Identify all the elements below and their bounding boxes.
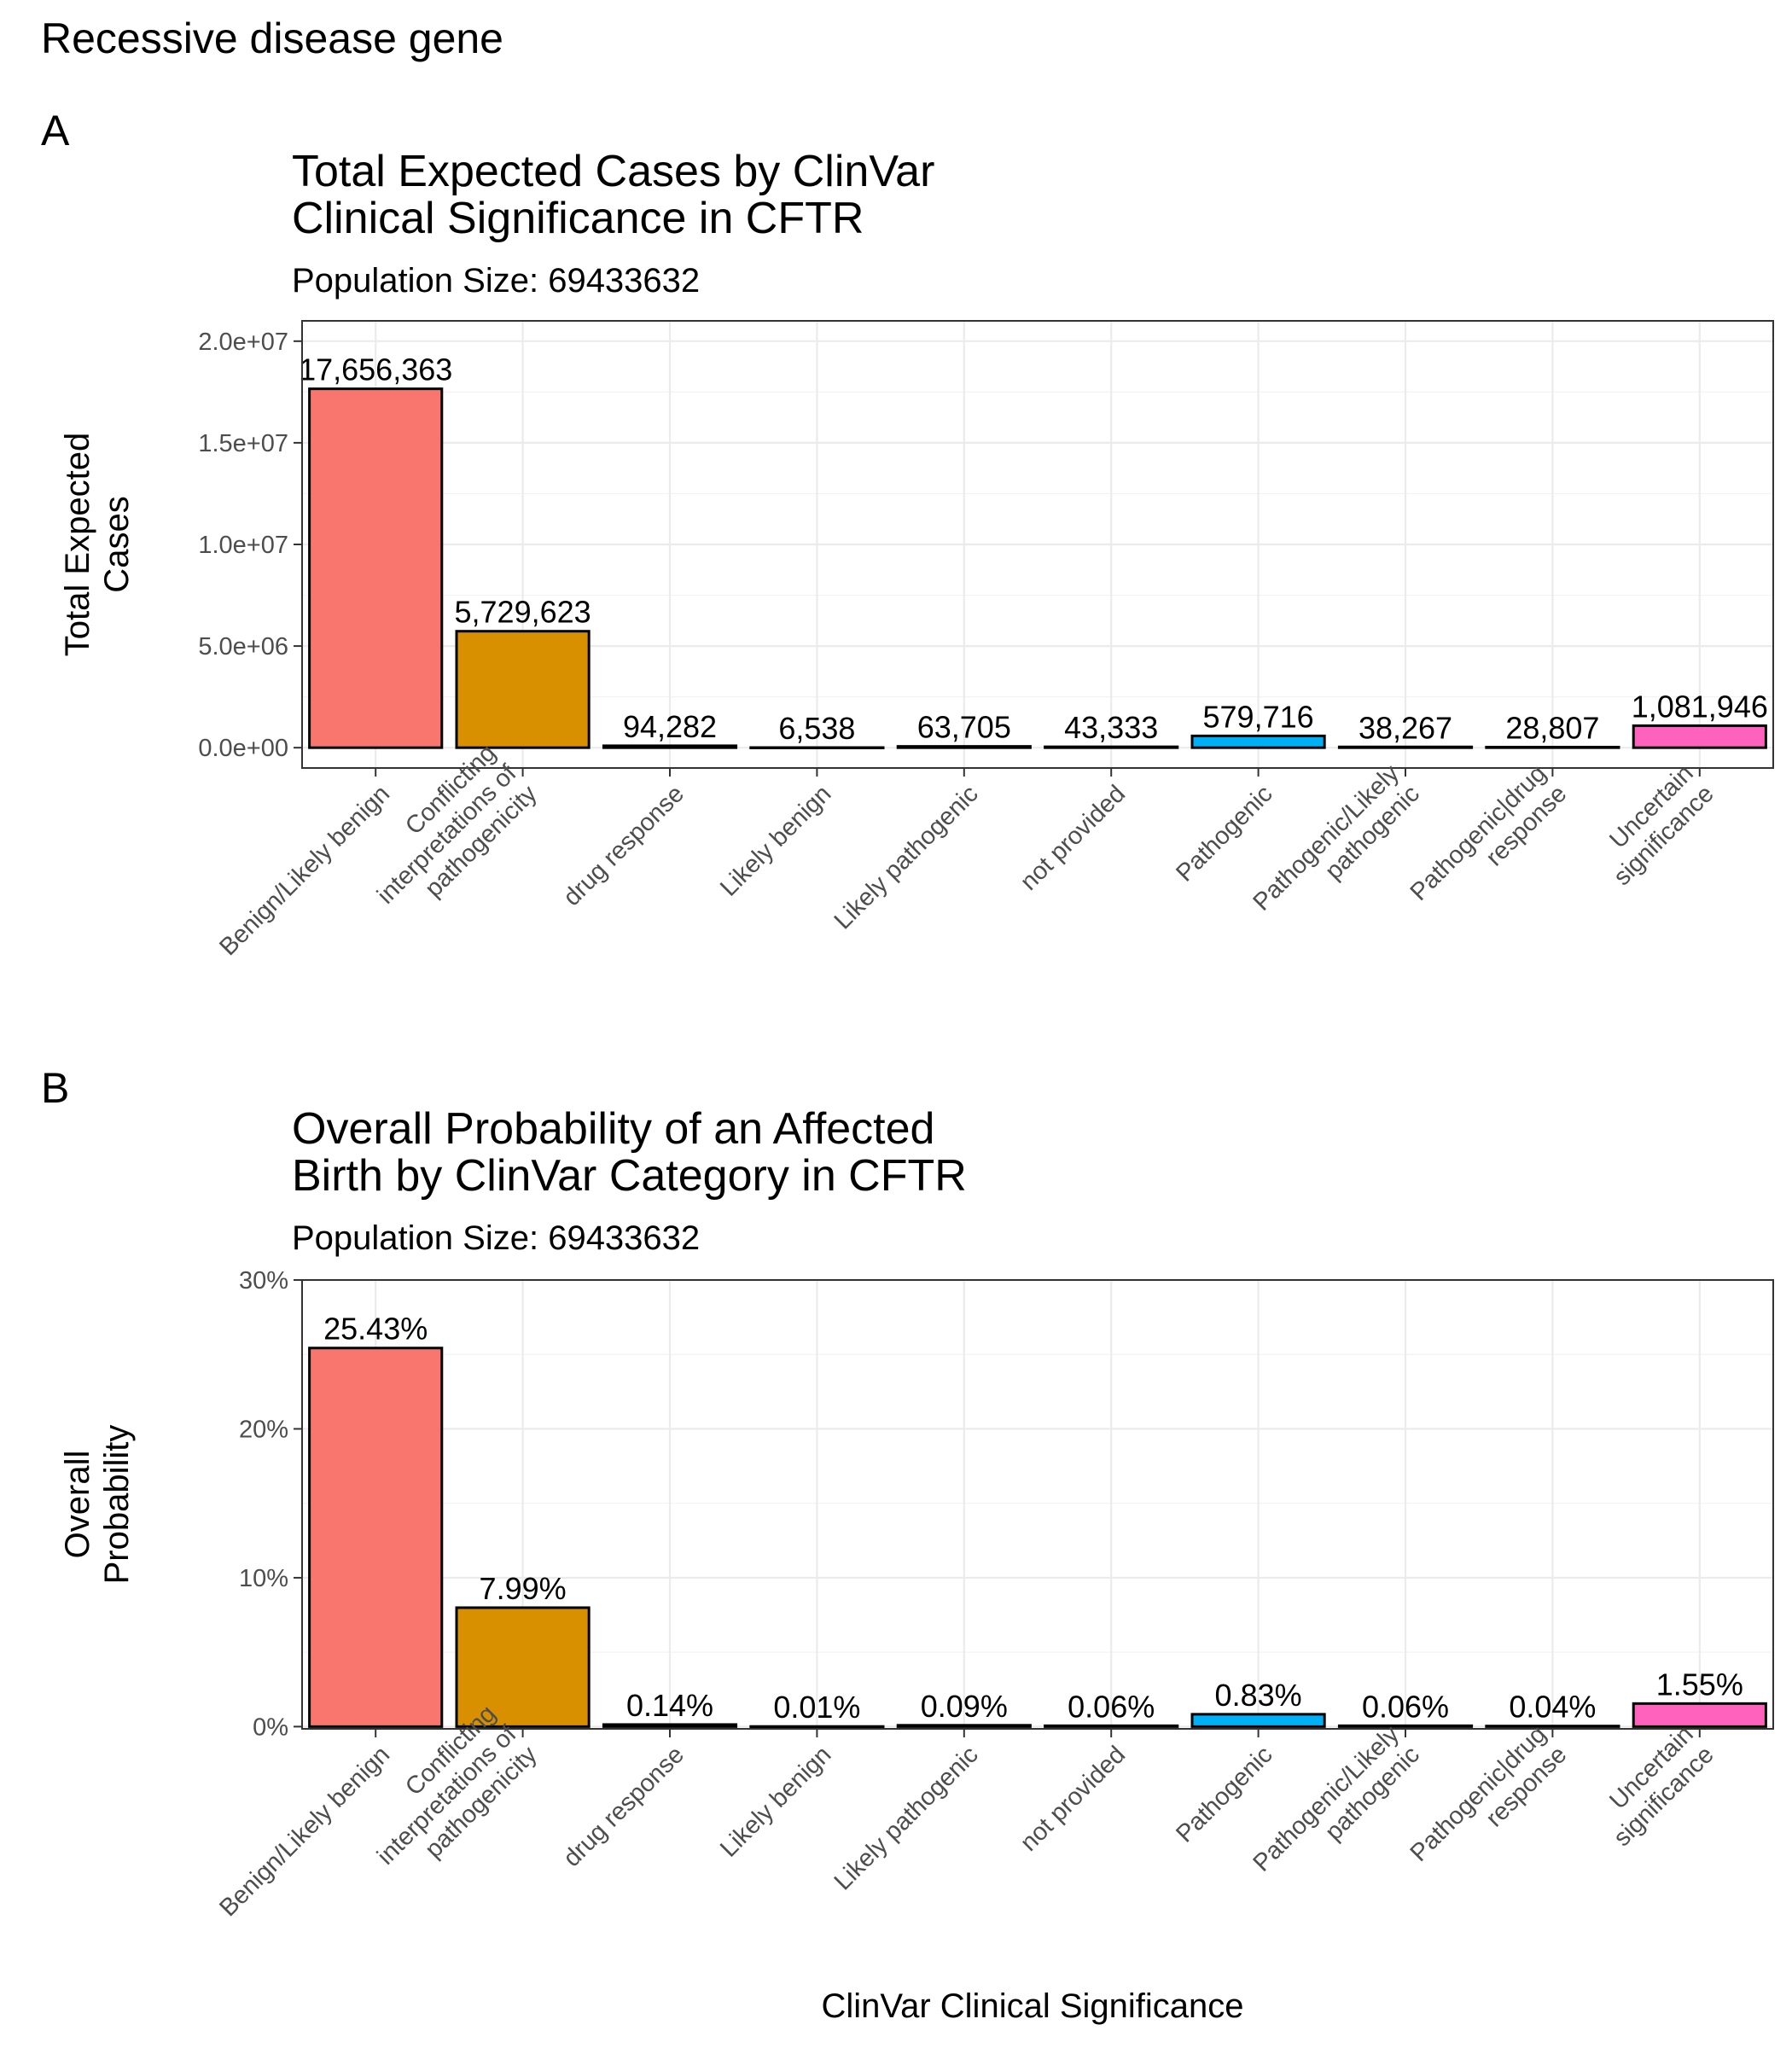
bar <box>1044 1724 1179 1728</box>
x-tick-label-line: Pathogenic <box>1171 780 1277 887</box>
x-tick-label: not provided <box>1015 1741 1131 1856</box>
y-tick-label: 1.0e+07 <box>198 532 288 559</box>
x-tick-label: Likely benign <box>715 1741 836 1862</box>
x-tick-label: Pathogenic/Likelypathogenic <box>1248 759 1426 937</box>
data-label: 579,716 <box>1203 699 1314 734</box>
bar <box>1337 745 1474 749</box>
x-tick-label-line: drug response <box>558 780 689 911</box>
data-label: 94,282 <box>623 709 717 744</box>
y-tick-label: 1.5e+07 <box>198 430 288 457</box>
x-tick-label-line: Likely benign <box>715 1741 836 1862</box>
y-tick-label: 2.0e+07 <box>198 329 288 356</box>
x-tick-label-line: Likely pathogenic <box>829 1741 984 1895</box>
bar <box>1337 1724 1474 1728</box>
x-tick-label: Pathogenic|drugresponse <box>1405 1720 1573 1888</box>
y-axis-label: OverallProbability <box>59 1425 136 1585</box>
x-tick-label: Benign/Likely benign <box>214 1741 395 1922</box>
data-label: 0.06% <box>1362 1689 1449 1724</box>
x-tick-label-line: Pathogenic <box>1171 1741 1277 1847</box>
data-label: 38,267 <box>1359 710 1452 745</box>
x-tick-label-line: Likely pathogenic <box>829 780 984 934</box>
x-tick-label-line: not provided <box>1015 1741 1131 1856</box>
data-label: 0.06% <box>1068 1689 1155 1724</box>
data-label: 5,729,623 <box>455 595 591 630</box>
panel-tag: B <box>41 1064 69 1112</box>
bar <box>602 1723 738 1728</box>
panel-b: B Overall Probability of an AffectedBirth… <box>41 1064 1774 1922</box>
data-label: 0.83% <box>1215 1678 1302 1713</box>
x-tick-label: Pathogenic <box>1171 1741 1277 1847</box>
y-tick-label: 0.0e+00 <box>198 735 288 762</box>
bar <box>1190 734 1326 749</box>
x-tick-label-line: drug response <box>558 1741 689 1872</box>
figure-title: Recessive disease gene <box>41 15 503 62</box>
chart-subtitle: Population Size: 69433632 <box>292 1219 700 1257</box>
y-tick-label: 20% <box>239 1416 288 1443</box>
bar <box>1632 1702 1767 1728</box>
data-label: 17,656,363 <box>299 352 452 387</box>
x-tick-label: Benign/Likely benign <box>214 780 395 961</box>
bar <box>1190 1713 1326 1728</box>
panel-tag: A <box>41 107 70 154</box>
bar <box>896 745 1032 749</box>
bar <box>1044 745 1179 749</box>
y-axis-label-line: Overall <box>59 1451 96 1559</box>
data-label: 43,333 <box>1064 710 1158 745</box>
bar <box>896 1724 1032 1728</box>
x-tick-label-line: not provided <box>1015 780 1131 895</box>
y-tick-label: 5.0e+06 <box>198 633 288 660</box>
bar <box>602 744 738 749</box>
y-tick-label: 30% <box>239 1267 288 1295</box>
x-tick-label: drug response <box>558 1741 689 1872</box>
data-label: 0.04% <box>1509 1690 1596 1725</box>
x-tick-label: Uncertainsignificance <box>1588 1720 1719 1852</box>
chart-subtitle: Population Size: 69433632 <box>292 262 700 300</box>
x-tick-label: Pathogenic/Likelypathogenic <box>1248 1720 1426 1898</box>
data-label: 1,081,946 <box>1632 689 1768 724</box>
y-tick-label: 0% <box>253 1713 288 1741</box>
data-label: 25.43% <box>323 1312 428 1347</box>
bar <box>1632 724 1767 749</box>
chart-title-line: Clinical Significance in CFTR <box>292 194 864 243</box>
bar <box>749 1725 885 1729</box>
x-tick-label: Likely benign <box>715 780 836 901</box>
x-tick-label: Pathogenic <box>1171 780 1277 887</box>
data-label: 7.99% <box>480 1571 567 1606</box>
x-tick-label: not provided <box>1015 780 1131 895</box>
data-label: 28,807 <box>1505 710 1599 745</box>
x-axis-label: ClinVar Clinical Significance <box>821 1987 1243 2025</box>
data-label: 63,705 <box>917 710 1011 745</box>
bar <box>455 1606 591 1728</box>
y-axis-label-line: Cases <box>98 496 136 592</box>
x-tick-label: Likely pathogenic <box>829 1741 984 1895</box>
y-axis-label-line: Probability <box>98 1425 136 1585</box>
panel-a: A Total Expected Cases by ClinVarClinical… <box>41 107 1774 961</box>
chart-title-line: Overall Probability of an Affected <box>292 1104 934 1154</box>
chart-title-line: Total Expected Cases by ClinVar <box>292 147 934 196</box>
x-tick-label: Likely pathogenic <box>829 780 984 934</box>
x-tick-label: Uncertainsignificance <box>1588 759 1719 891</box>
bar <box>1485 1725 1620 1728</box>
bar <box>308 1347 444 1728</box>
x-tick-label-line: Likely benign <box>715 780 836 901</box>
data-label: 0.14% <box>626 1688 713 1723</box>
data-label: 0.09% <box>921 1689 1008 1724</box>
y-axis-label-line: Total Expected <box>59 433 96 656</box>
x-tick-label: Pathogenic|drugresponse <box>1405 759 1573 927</box>
data-label: 0.01% <box>773 1690 860 1725</box>
x-tick-label-line: Benign/Likely benign <box>214 1741 395 1922</box>
y-tick-label: 10% <box>239 1565 288 1592</box>
bar <box>1485 745 1620 749</box>
bar <box>455 630 591 749</box>
chart-title-line: Birth by ClinVar Category in CFTR <box>292 1151 967 1201</box>
x-tick-label-line: Benign/Likely benign <box>214 780 395 961</box>
data-label: 1.55% <box>1656 1667 1743 1702</box>
x-tick-label: drug response <box>558 780 689 911</box>
panel-border <box>301 1279 1774 1730</box>
y-axis-label: Total ExpectedCases <box>59 433 136 656</box>
data-label: 6,538 <box>778 711 855 746</box>
bar <box>308 387 444 749</box>
